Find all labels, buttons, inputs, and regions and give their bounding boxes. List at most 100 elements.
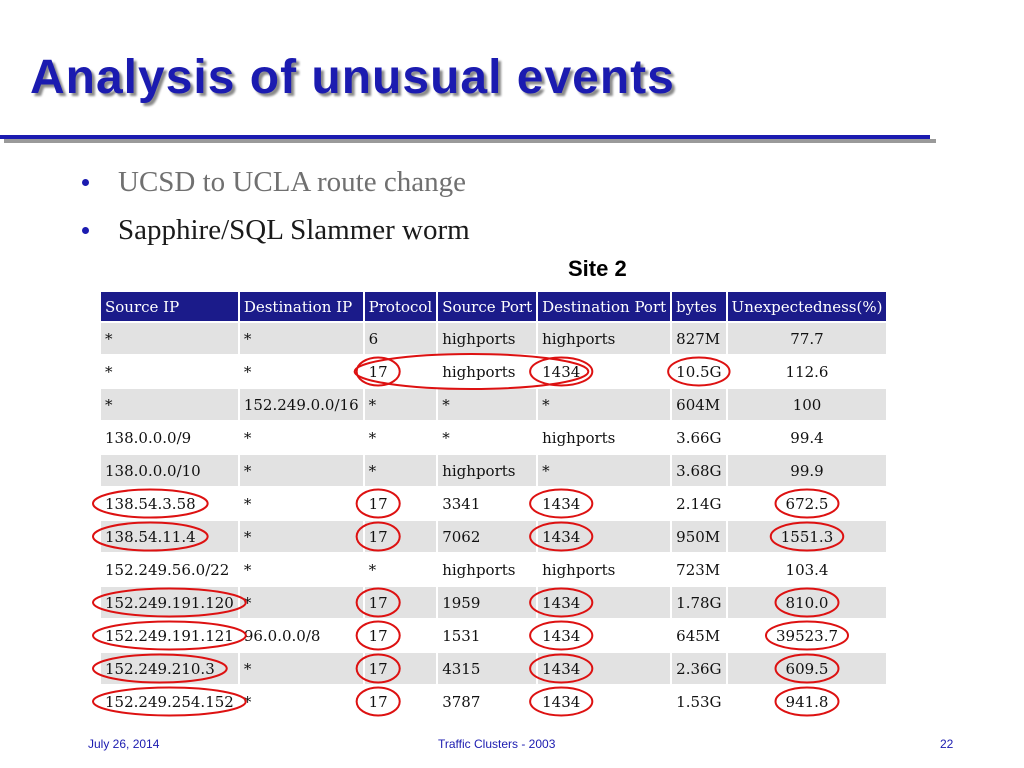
table-cell: 112.6: [727, 356, 887, 387]
table-header-row: Source IP Destination IP Protocol Source…: [101, 292, 887, 321]
footer-date: July 26, 2014: [88, 737, 160, 751]
bullet-text: UCSD to UCLA route change: [118, 166, 466, 198]
table-cell: 1434: [538, 587, 671, 618]
table-cell: 3.66G: [672, 422, 726, 453]
table-cell: 950M: [672, 521, 726, 552]
table-cell: 17: [364, 356, 437, 387]
table-row: 152.249.210.3 * 17 4315 1434 2.36G 609.5: [101, 653, 887, 684]
table-row: 152.249.56.0/22 * * highports highports 723M 1…: [101, 554, 887, 585]
table-cell: 2.36G: [672, 653, 726, 684]
table-cell: *: [364, 455, 437, 486]
site-label: Site 2: [568, 256, 627, 281]
table-cell: 1959: [438, 587, 537, 618]
table-cell: 4315: [438, 653, 537, 684]
table-cell: 609.5: [727, 653, 887, 684]
bullet-item: UCSD to UCLA route change: [80, 162, 470, 210]
table-cell: 152.249.210.3: [101, 653, 238, 684]
table-cell: 1434: [538, 488, 671, 519]
table-cell: 3.68G: [672, 455, 726, 486]
table-cell: 6: [364, 323, 437, 354]
header-unexpectedness: Unexpectedness(%): [727, 292, 887, 321]
bullet-dot-icon: [82, 227, 89, 234]
header-source-ip: Source IP: [101, 292, 238, 321]
table-row: * 152.249.0.0/16 * * * 604M 100: [101, 389, 887, 420]
table-cell: highports: [538, 323, 671, 354]
header-destination-ip: Destination IP: [239, 292, 363, 321]
table-cell: 1.53G: [672, 686, 726, 717]
table-cell: *: [538, 455, 671, 486]
table-cell: 17: [364, 686, 437, 717]
table-cell: 1434: [538, 521, 671, 552]
table-cell: 827M: [672, 323, 726, 354]
table-cell: 672.5: [727, 488, 887, 519]
table-cell: 17: [364, 653, 437, 684]
table-cell: 17: [364, 488, 437, 519]
table-cell: *: [538, 389, 671, 420]
table-row: 152.249.191.121 96.0.0.0/8 17 1531 1434 645M 3…: [101, 620, 887, 651]
table-row: 152.249.254.152 * 17 3787 1434 1.53G 941.8: [101, 686, 887, 717]
table-cell: *: [239, 455, 363, 486]
table-row: 138.54.11.4 * 17 7062 1434 950M 1551.3: [101, 521, 887, 552]
header-destination-port: Destination Port: [538, 292, 671, 321]
table-row: 152.249.191.120 * 17 1959 1434 1.78G 810.0: [101, 587, 887, 618]
table-cell: *: [239, 422, 363, 453]
table-cell: 96.0.0.0/8: [239, 620, 363, 651]
table-cell: 1434: [538, 653, 671, 684]
table-cell: 17: [364, 620, 437, 651]
table-cell: *: [438, 389, 537, 420]
table-cell: 103.4: [727, 554, 887, 585]
table-cell: 7062: [438, 521, 537, 552]
table-row: * * 17 highports 1434 10.5G 112.6: [101, 356, 887, 387]
table-cell: 100: [727, 389, 887, 420]
table-cell: 3787: [438, 686, 537, 717]
table-cell: 39523.7: [727, 620, 887, 651]
table-cell: *: [239, 686, 363, 717]
table-cell: *: [239, 488, 363, 519]
table-cell: 138.0.0.0/10: [101, 455, 238, 486]
table-cell: *: [239, 356, 363, 387]
table-cell: 138.54.3.58: [101, 488, 238, 519]
table-cell: 604M: [672, 389, 726, 420]
table-cell: *: [101, 323, 238, 354]
table-cell: 2.14G: [672, 488, 726, 519]
table-cell: 10.5G: [672, 356, 726, 387]
table-cell: 99.4: [727, 422, 887, 453]
table-cell: 138.54.11.4: [101, 521, 238, 552]
table-cell: 17: [364, 521, 437, 552]
table-cell: 723M: [672, 554, 726, 585]
table-cell: 1551.3: [727, 521, 887, 552]
table-row: 138.0.0.0/9 * * * highports 3.66G 99.4: [101, 422, 887, 453]
table-row: 138.0.0.0/10 * * highports * 3.68G 99.9: [101, 455, 887, 486]
table-cell: *: [239, 554, 363, 585]
table-cell: 1.78G: [672, 587, 726, 618]
table-cell: 152.249.254.152: [101, 686, 238, 717]
table-cell: 645M: [672, 620, 726, 651]
table-cell: highports: [538, 422, 671, 453]
title-rule-shadow: [4, 139, 936, 143]
table-cell: 3341: [438, 488, 537, 519]
table-cell: *: [239, 587, 363, 618]
table-cell: 1434: [538, 356, 671, 387]
table-cell: highports: [438, 356, 537, 387]
table-row: * * 6 highports highports 827M 77.7: [101, 323, 887, 354]
table-cell: 152.249.56.0/22: [101, 554, 238, 585]
table-cell: 941.8: [727, 686, 887, 717]
slide-title: Analysis of unusual events: [30, 51, 675, 104]
table-cell: highports: [438, 554, 537, 585]
header-source-port: Source Port: [438, 292, 537, 321]
table-cell: *: [101, 389, 238, 420]
table-cell: *: [239, 521, 363, 552]
table-row: 138.54.3.58 * 17 3341 1434 2.14G 672.5: [101, 488, 887, 519]
table-cell: *: [239, 323, 363, 354]
table-cell: 77.7: [727, 323, 887, 354]
header-protocol: Protocol: [364, 292, 437, 321]
title-rule: [0, 135, 930, 139]
bullet-list: UCSD to UCLA route change Sapphire/SQL S…: [80, 162, 470, 258]
table-cell: *: [438, 422, 537, 453]
table-cell: 138.0.0.0/9: [101, 422, 238, 453]
table-cell: 1434: [538, 686, 671, 717]
table-cell: 152.249.0.0/16: [239, 389, 363, 420]
table-cell: *: [364, 554, 437, 585]
table-cell: 1434: [538, 620, 671, 651]
bullet-text: Sapphire/SQL Slammer worm: [118, 214, 470, 246]
